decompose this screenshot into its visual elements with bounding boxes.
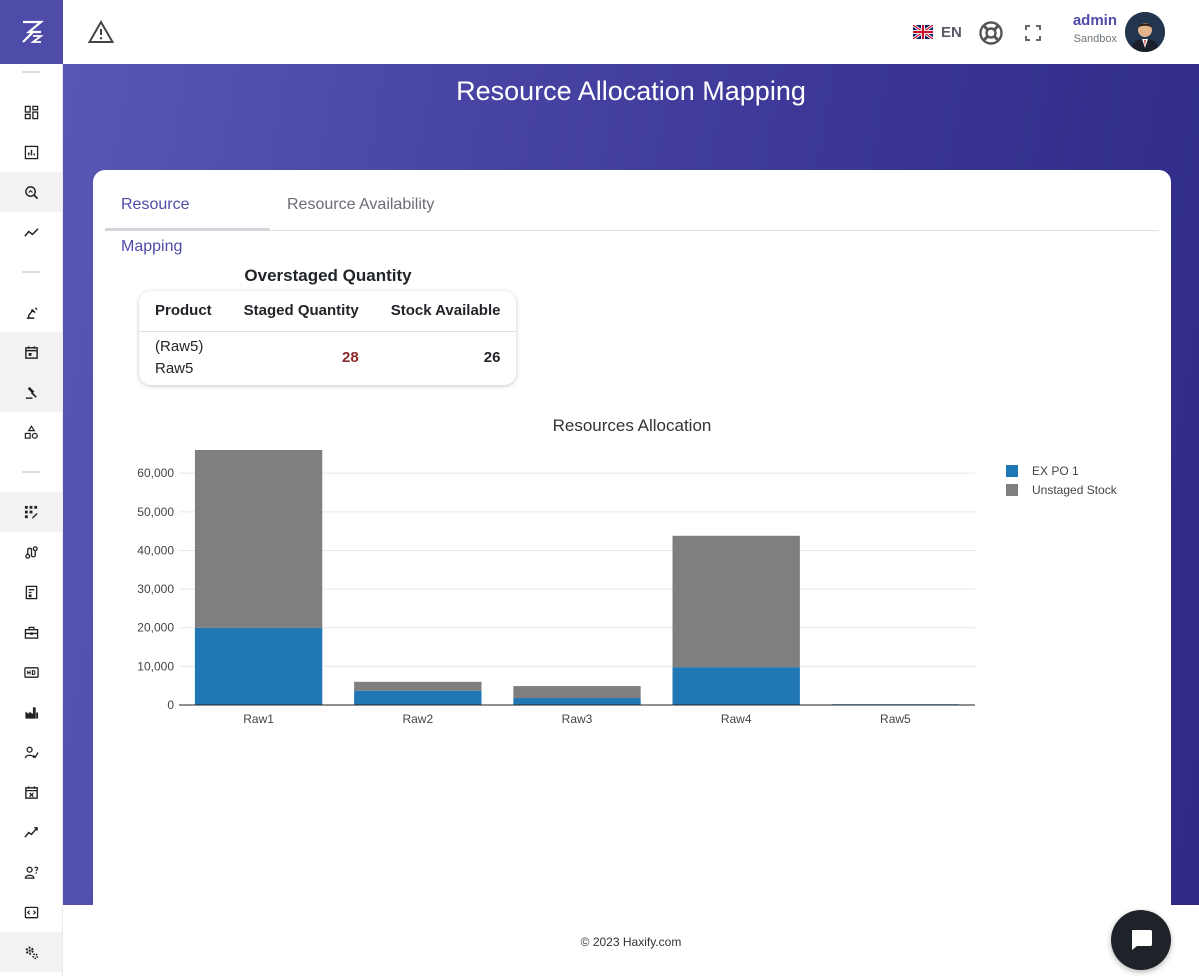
chat-button[interactable]: [1111, 910, 1171, 970]
topbar: EN admin Sandbox: [63, 0, 1199, 64]
footer: © 2023 Haxify.com: [63, 905, 1199, 976]
tab-resource-mapping[interactable]: Resource Mapping: [105, 184, 270, 255]
shapes-icon[interactable]: [0, 412, 62, 452]
y-tick-label: 30,000: [137, 582, 174, 596]
line-chart-icon[interactable]: [0, 812, 62, 852]
chart-bars: [194, 450, 960, 705]
bar-segment[interactable]: [354, 690, 482, 705]
column-header-staged-quantity: Staged Quantity: [227, 291, 375, 332]
user-role: Sandbox: [1073, 33, 1117, 45]
overstaged-table: Product Staged Quantity Stock Available …: [139, 291, 517, 385]
page-title: Resource Allocation Mapping: [456, 76, 806, 106]
sidebar: [0, 0, 63, 976]
document-icon[interactable]: [0, 572, 62, 612]
hd-icon[interactable]: [0, 652, 62, 692]
legend-label[interactable]: EX PO 1: [1032, 464, 1079, 478]
language-code: EN: [941, 23, 962, 41]
route-icon[interactable]: [0, 532, 62, 572]
report-icon[interactable]: [0, 132, 62, 172]
overstaged-title: Overstaged Quantity: [244, 266, 412, 285]
toolbox-icon[interactable]: [0, 612, 62, 652]
product-cell: (Raw5) Raw5: [139, 331, 228, 385]
dashboard-icon[interactable]: [0, 92, 62, 132]
bar-segment[interactable]: [513, 698, 641, 705]
y-tick-label: 40,000: [137, 543, 174, 557]
x-tick-label: Raw5: [880, 712, 911, 726]
column-header-product: Product: [139, 291, 228, 332]
sidebar-divider: [22, 471, 40, 473]
x-tick-label: Raw4: [721, 712, 752, 726]
x-tick-label: Raw1: [243, 712, 274, 726]
calendar-x-icon[interactable]: [0, 772, 62, 812]
language-selector[interactable]: EN: [913, 20, 962, 44]
sidebar-divider: [22, 271, 40, 273]
copyright-text: © 2023 Haxify.com: [580, 935, 682, 949]
resources-allocation-chart: Resources Allocation 0 10,000 20,000 30,000…: [93, 410, 1171, 750]
legend-label[interactable]: Unstaged Stock: [1032, 483, 1118, 497]
calendar-icon[interactable]: [0, 332, 62, 372]
y-tick-label: 20,000: [137, 621, 174, 635]
staged-quantity-cell: 28: [342, 349, 359, 367]
tab-resource-availability[interactable]: Resource Availability: [287, 196, 435, 213]
avatar[interactable]: [1125, 12, 1165, 52]
product-name: Raw5: [155, 360, 194, 378]
column-header-stock-available: Stock Available: [374, 291, 517, 332]
user-question-icon[interactable]: [0, 852, 62, 892]
y-tick-label: 0: [167, 698, 174, 712]
chart-axes: 0 10,000 20,000 30,000 40,000 50,000 60,000 Raw…: [137, 466, 975, 726]
tab-bar: Resource Mapping Resource Availability: [105, 184, 1159, 255]
product-code: (Raw5): [155, 338, 204, 356]
robot-arm-icon[interactable]: [0, 292, 62, 332]
app-logo[interactable]: [0, 0, 63, 64]
settings-gears-icon[interactable]: [0, 932, 62, 972]
table-row: (Raw5) Raw5 28 26: [139, 331, 516, 385]
sidebar-divider: [22, 71, 40, 73]
y-tick-label: 60,000: [137, 466, 174, 480]
code-box-icon[interactable]: [0, 892, 62, 932]
table-header-row: Product Staged Quantity Stock Available: [139, 291, 517, 332]
signature-icon[interactable]: [0, 732, 62, 772]
chart-canvas: Resources Allocation 0 10,000 20,000 30,000…: [137, 416, 1118, 726]
chart-title: Resources Allocation: [553, 416, 712, 435]
user-info[interactable]: admin Sandbox: [1059, 12, 1117, 45]
uk-flag-icon: [913, 25, 933, 39]
y-tick-label: 50,000: [137, 505, 174, 519]
fullscreen-icon[interactable]: [1021, 21, 1045, 45]
bar-segment[interactable]: [354, 681, 482, 691]
factory-icon[interactable]: [0, 692, 62, 732]
gavel-icon[interactable]: [0, 372, 62, 412]
bar-segment[interactable]: [194, 450, 323, 628]
x-tick-label: Raw2: [402, 712, 433, 726]
search-analytics-icon[interactable]: [0, 172, 62, 212]
logo-icon: [21, 20, 44, 43]
bar-segment[interactable]: [513, 686, 641, 699]
legend-swatch: [1006, 484, 1018, 496]
user-name: admin: [1072, 12, 1117, 29]
y-tick-label: 10,000: [137, 659, 174, 673]
legend-swatch: [1006, 465, 1018, 477]
content-card: Resource Mapping Resource Availability O…: [93, 170, 1171, 930]
bar-segment[interactable]: [194, 627, 323, 705]
grid-dots-icon[interactable]: [0, 492, 62, 532]
lifebuoy-icon[interactable]: [977, 19, 1005, 47]
chat-bubble-icon: [1132, 930, 1152, 950]
bar-segment[interactable]: [672, 667, 800, 705]
x-tick-label: Raw3: [562, 712, 593, 726]
stock-available-cell: 26: [483, 349, 501, 367]
chart-legend[interactable]: EX PO 1 Unstaged Stock: [1006, 464, 1118, 497]
trend-icon[interactable]: [0, 212, 62, 252]
bar-segment[interactable]: [672, 535, 800, 668]
warning-icon[interactable]: [87, 19, 115, 45]
